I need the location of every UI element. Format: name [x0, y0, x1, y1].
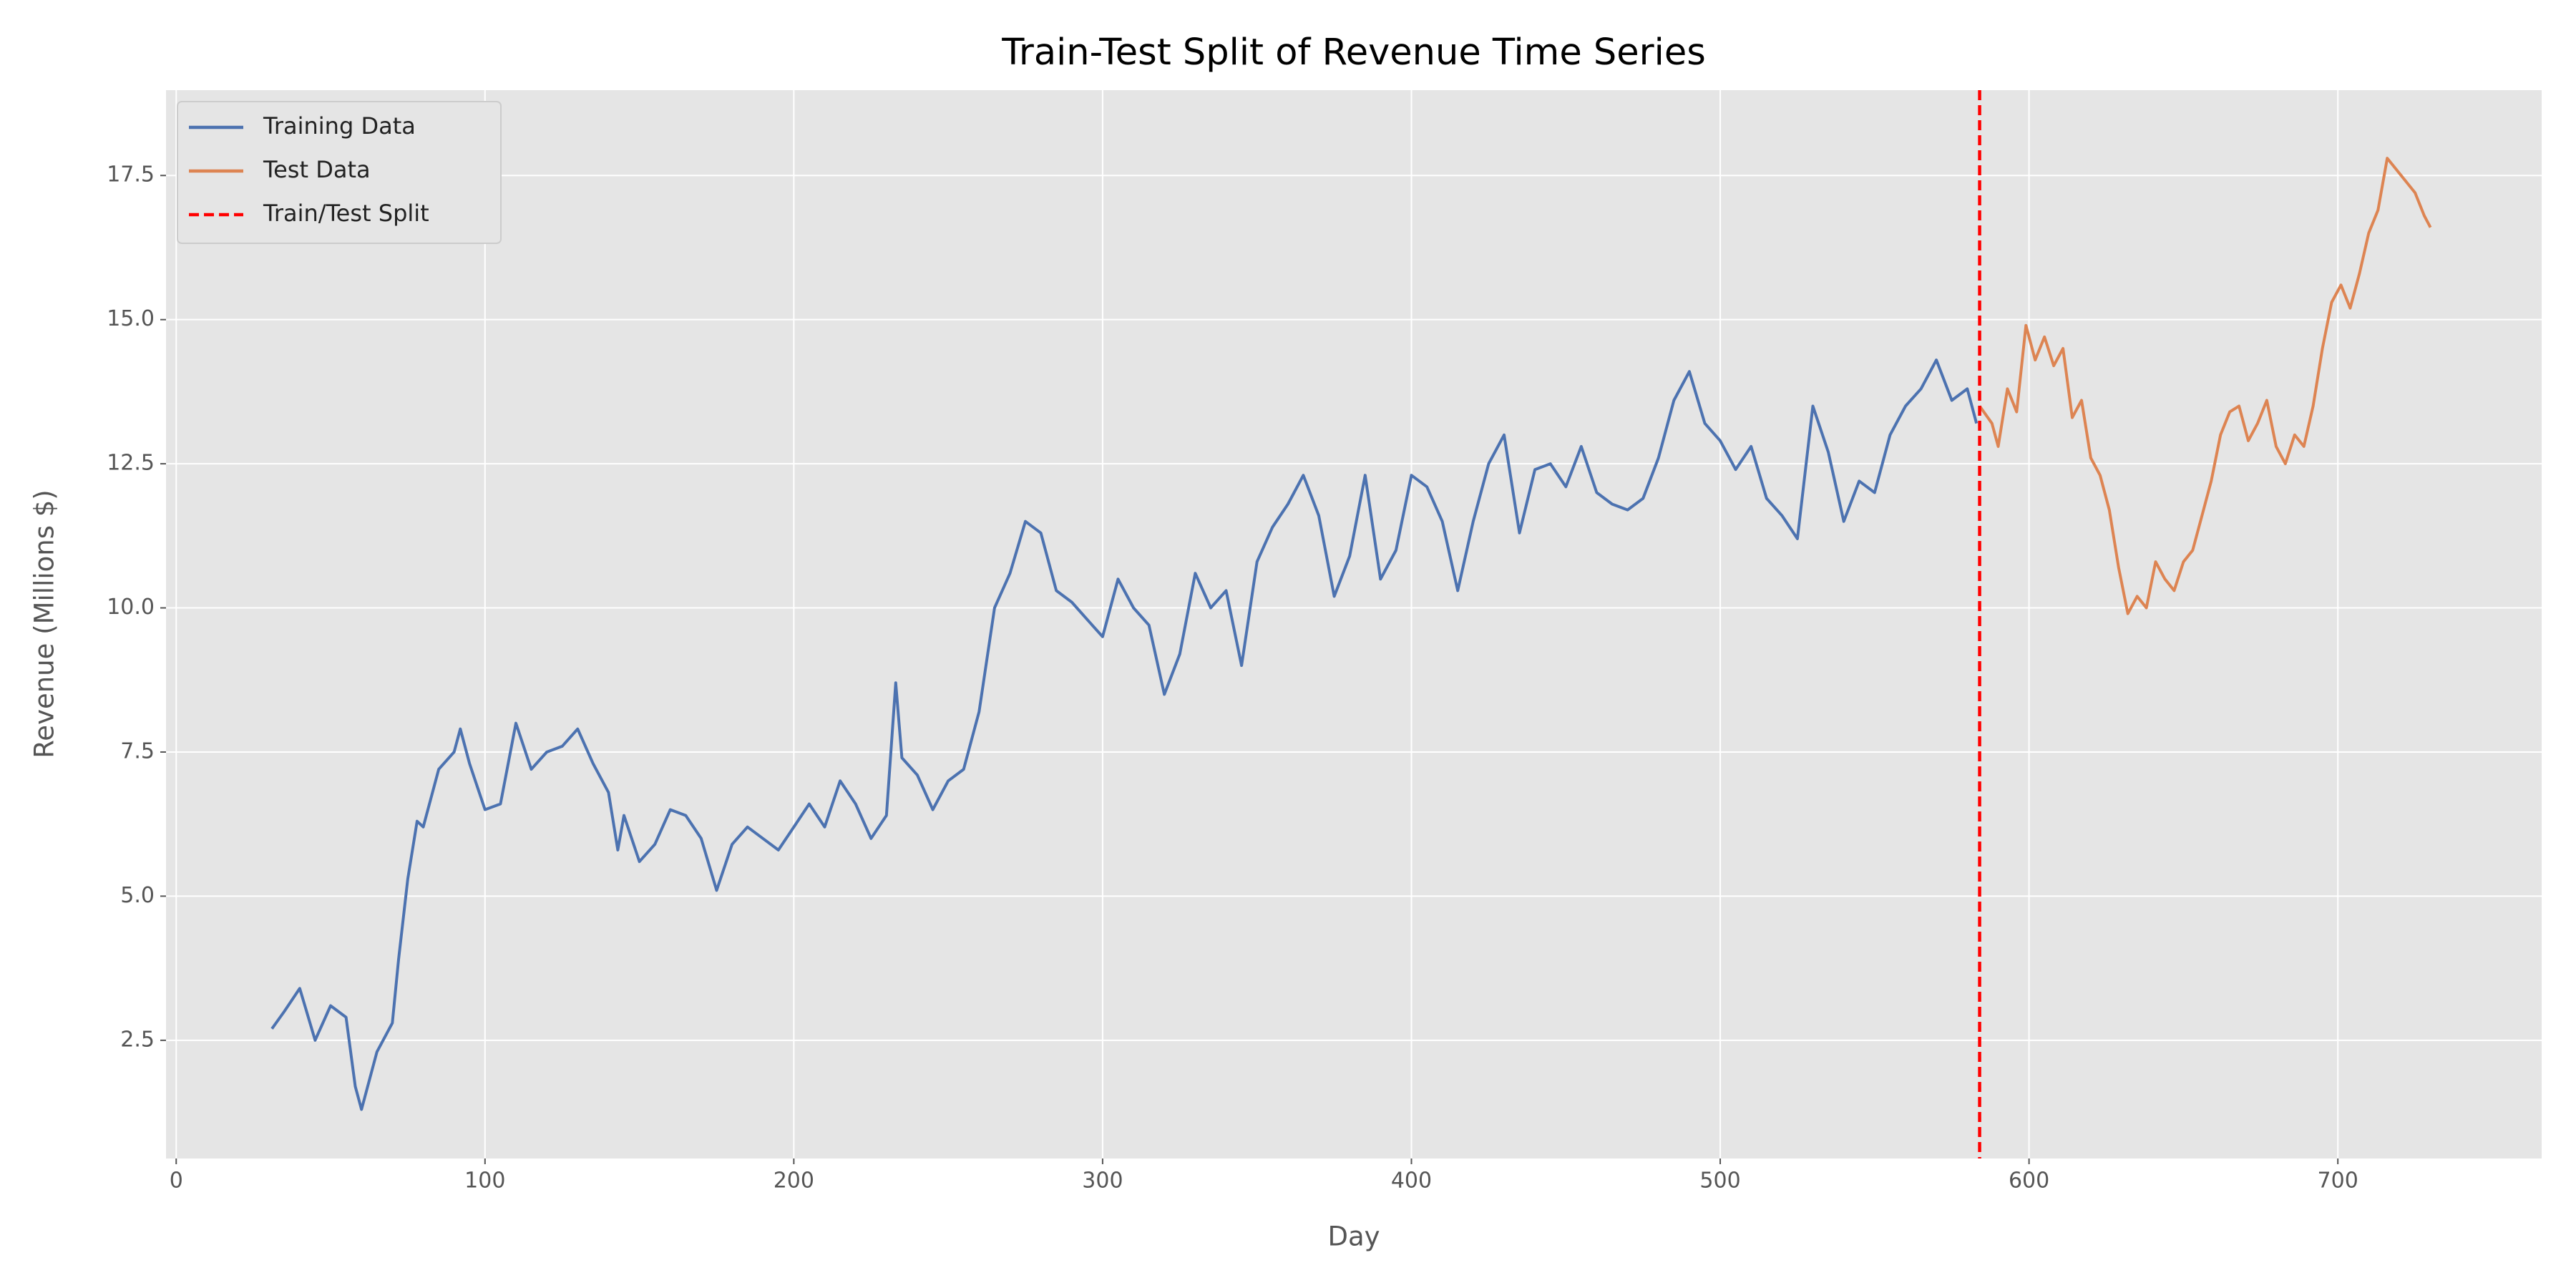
y-tick-label: 12.5	[107, 451, 155, 476]
plot-area	[166, 90, 2542, 1158]
x-tick-label: 700	[2318, 1169, 2358, 1194]
legend-label: Training Data	[263, 112, 416, 140]
x-tick-label: 500	[1699, 1169, 1740, 1194]
x-tick-label: 0	[170, 1169, 183, 1194]
y-axis-label: Revenue (Millions $)	[29, 489, 60, 758]
y-tick-label: 7.5	[120, 738, 155, 763]
x-tick-label: 300	[1082, 1169, 1123, 1194]
x-tick-label: 600	[2009, 1169, 2049, 1194]
y-tick-label: 17.5	[107, 162, 155, 187]
data-line	[1978, 157, 2432, 615]
data-line	[270, 358, 1979, 1111]
y-tick-label: 2.5	[120, 1027, 155, 1052]
y-tick-label: 5.0	[120, 883, 155, 908]
x-axis-label: Day	[1327, 1221, 1380, 1252]
legend-label: Train/Test Split	[263, 200, 429, 227]
legend-label: Test Data	[263, 156, 371, 183]
chart-title: Train-Test Split of Revenue Time Series	[1001, 31, 1706, 74]
x-tick-label: 100	[464, 1169, 505, 1194]
x-tick-label: 200	[774, 1169, 814, 1194]
legend-box	[177, 101, 502, 244]
y-tick-label: 10.0	[107, 595, 155, 620]
y-tick-label: 15.0	[107, 306, 155, 331]
x-tick-label: 400	[1391, 1169, 1432, 1194]
